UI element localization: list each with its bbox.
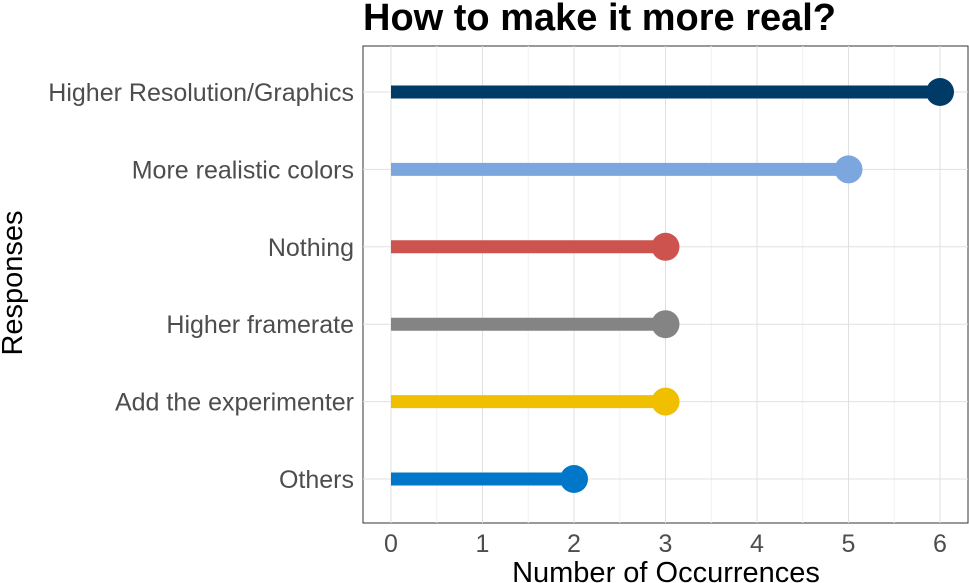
y-tick-labels: Higher Resolution/Graphics More realistic…	[48, 79, 354, 494]
x-tick-label: 5	[842, 530, 856, 558]
lollipop-marks	[391, 78, 954, 493]
x-tick-label: 0	[384, 530, 398, 558]
x-tick-label: 1	[476, 530, 490, 558]
lollipop-point	[834, 155, 863, 184]
y-tick-label: Others	[279, 466, 354, 494]
lollipop-point	[560, 465, 588, 493]
chart-title: How to make it more real?	[363, 0, 836, 39]
x-tick-labels: 0 1 2 3 4 5 6	[384, 530, 947, 558]
x-tick-label: 2	[567, 530, 581, 558]
y-tick-label: Higher Resolution/Graphics	[48, 79, 354, 107]
x-tick-label: 3	[659, 530, 673, 558]
lollipop-point	[651, 387, 680, 416]
x-tick-label: 4	[750, 530, 764, 558]
y-tick-label: More realistic colors	[132, 156, 354, 184]
y-tick-label: Add the experimenter	[115, 389, 354, 417]
lollipop-point	[651, 310, 680, 339]
y-axis-title: Responses	[0, 210, 29, 355]
lollipop-point	[926, 78, 954, 106]
x-axis-title: Number of Occurrences	[512, 557, 820, 583]
y-tick-label: Nothing	[268, 234, 354, 262]
lollipop-point	[651, 232, 680, 261]
x-tick-label: 6	[933, 530, 947, 558]
y-tick-label: Higher framerate	[166, 311, 354, 339]
